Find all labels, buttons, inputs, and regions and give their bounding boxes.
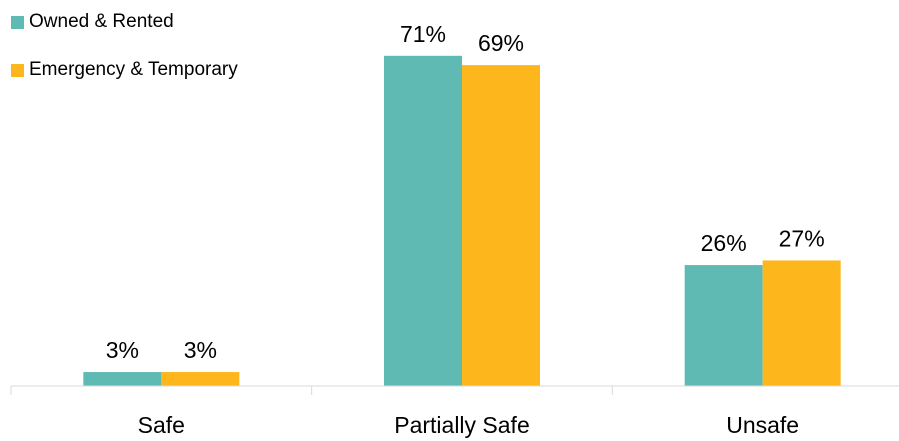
legend-label-emergency-temporary: Emergency & Temporary [29, 59, 238, 80]
tick-label-unsafe: Unsafe [726, 412, 799, 438]
bar-unsafe-emergency-temporary [762, 260, 841, 386]
bar-partially-safe-owned-rented [384, 55, 462, 387]
legend-label-owned-rented: Owned & Rented [29, 11, 174, 32]
data-label-partially-safe-owned-rented: 71% [400, 21, 446, 47]
bar-safe-owned-rented [83, 372, 162, 386]
tick-label-partially-safe: Partially Safe [394, 412, 530, 438]
x-axis-tick-labels: Safe Partially Safe Unsafe [138, 412, 799, 438]
legend-item-emergency-temporary: Emergency & Temporary [11, 58, 238, 82]
legend-swatch-owned-rented [11, 15, 24, 29]
legend: Owned & Rented Emergency & Temporary [11, 10, 238, 106]
legend-swatch-emergency-temporary [11, 63, 24, 77]
bar-labels-group: 3% 3% 71% 69% 26% 27% [106, 21, 825, 363]
bar-unsafe-owned-rented [684, 265, 763, 386]
tick-label-safe: Safe [138, 412, 185, 438]
data-label-partially-safe-emergency-temporary: 69% [478, 30, 524, 56]
bar-safe-emergency-temporary [161, 372, 240, 386]
x-axis-ticks [10, 386, 613, 395]
data-label-safe-owned-rented: 3% [106, 337, 139, 363]
legend-item-owned-rented: Owned & Rented [11, 10, 238, 34]
data-label-unsafe-owned-rented: 26% [701, 230, 747, 256]
data-label-unsafe-emergency-temporary: 27% [779, 225, 825, 251]
data-label-safe-emergency-temporary: 3% [184, 337, 217, 363]
bar-partially-safe-emergency-temporary [462, 65, 540, 387]
bars-group [83, 55, 841, 387]
